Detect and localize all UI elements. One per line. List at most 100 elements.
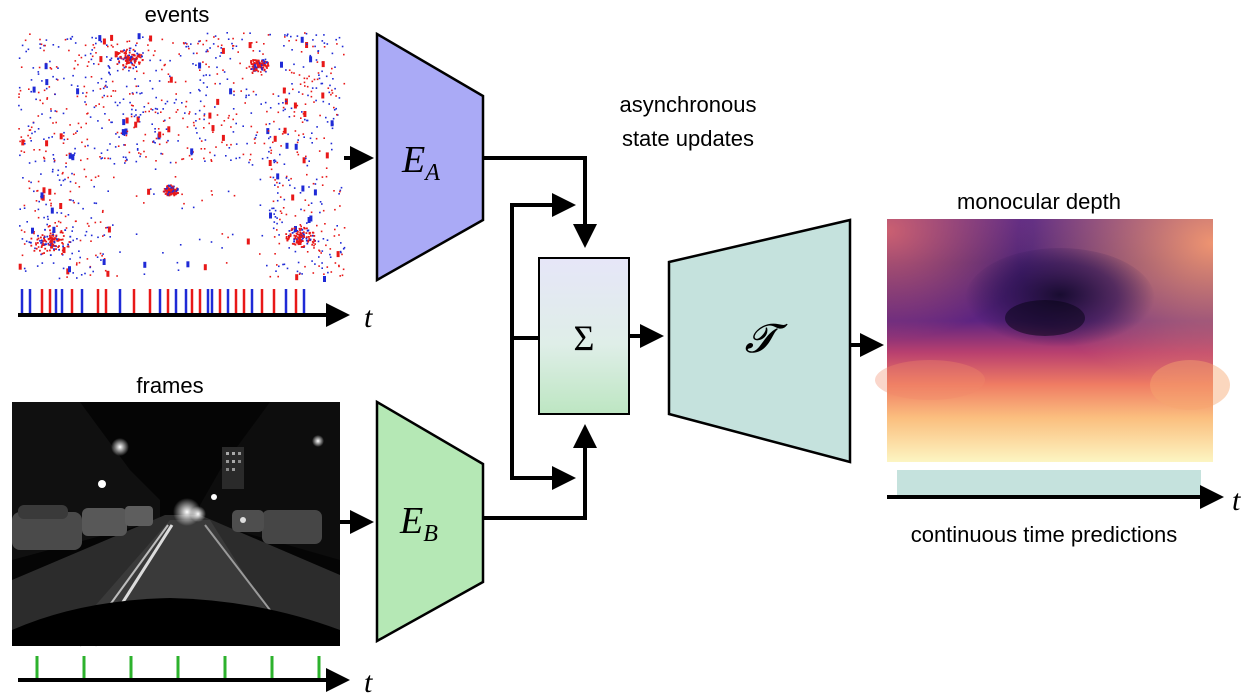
event-dot (174, 193, 177, 196)
event-dot (202, 82, 205, 84)
event-dot (30, 241, 32, 244)
event-dot (315, 34, 318, 36)
event-dot (276, 161, 279, 164)
event-dot (249, 159, 251, 161)
event-dot (290, 177, 292, 180)
event-dot (171, 188, 174, 191)
event-dot (323, 276, 326, 282)
event-dot (258, 62, 260, 65)
event-dot (293, 111, 296, 113)
event-dot (313, 238, 315, 241)
event-dot (284, 108, 286, 111)
event-dot (310, 90, 313, 93)
event-dot (184, 42, 187, 44)
event-dot (307, 217, 311, 223)
event-dot (45, 150, 47, 153)
event-dot (336, 114, 339, 116)
event-dot (50, 204, 52, 207)
event-dot (291, 49, 293, 51)
event-dot (134, 50, 136, 53)
event-dot (20, 150, 23, 152)
event-dot (161, 153, 164, 155)
event-dot (280, 145, 282, 147)
event-dot (227, 117, 230, 119)
event-dot (278, 128, 281, 130)
frames-image (12, 402, 340, 647)
continuous-time-symbol: t (1232, 484, 1241, 517)
event-dot (155, 137, 158, 140)
event-dot (125, 60, 128, 62)
event-dot (120, 132, 123, 134)
event-dot (134, 78, 136, 80)
event-dot (62, 171, 64, 174)
event-dot (200, 140, 203, 142)
event-dot (169, 189, 172, 192)
event-dot (37, 180, 40, 183)
event-dot (57, 174, 59, 176)
event-dot (108, 119, 110, 121)
event-dot (199, 137, 201, 140)
event-dot (190, 148, 194, 155)
event-dot (84, 76, 87, 79)
events-image (18, 32, 346, 282)
event-dot (127, 62, 130, 64)
event-dot (39, 38, 41, 41)
event-dot (260, 67, 263, 69)
event-dot (65, 154, 68, 156)
event-dot (306, 251, 309, 253)
event-dot (93, 147, 96, 150)
event-dot (76, 238, 78, 240)
event-dot (41, 262, 44, 264)
event-dot (301, 93, 304, 95)
event-dot (54, 192, 56, 195)
event-dot (154, 128, 156, 130)
event-dot (95, 105, 97, 107)
event-dot (258, 50, 261, 52)
event-dot (319, 114, 321, 117)
event-dot (64, 215, 67, 218)
event-dot (56, 79, 59, 81)
event-dot (186, 261, 190, 268)
event-dot (301, 273, 303, 275)
event-dot (340, 242, 342, 244)
event-dot (61, 253, 63, 255)
event-dot (45, 39, 48, 41)
event-dot (136, 42, 138, 44)
event-dot (313, 189, 317, 196)
event-dot (229, 57, 232, 60)
event-dot (306, 242, 309, 245)
event-dot (41, 244, 43, 247)
event-dot (63, 138, 66, 141)
event-dot (37, 128, 40, 130)
event-dot (252, 67, 255, 69)
event-dot (288, 69, 291, 71)
event-dot (164, 189, 167, 192)
event-dot (261, 234, 264, 237)
event-dot (69, 190, 72, 193)
event-dot (94, 176, 97, 179)
event-dot (52, 231, 54, 234)
event-dot (175, 192, 178, 195)
event-dot (49, 232, 52, 235)
event-dot (94, 221, 97, 224)
event-dot (285, 142, 289, 149)
event-dot (203, 114, 206, 117)
event-dot (265, 70, 267, 73)
event-dot (333, 235, 336, 237)
event-dot (300, 225, 302, 228)
event-dot (256, 60, 259, 63)
event-dot (288, 247, 290, 249)
event-dot (188, 113, 190, 115)
event-dot (43, 244, 45, 246)
event-dot (273, 213, 275, 215)
event-dot (137, 33, 141, 40)
event-dot (334, 66, 336, 68)
event-dot (138, 63, 141, 65)
event-dot (52, 154, 55, 156)
event-dot (326, 239, 329, 241)
event-dot (272, 200, 275, 203)
event-dot (110, 57, 113, 60)
event-dot (191, 158, 193, 160)
event-dot (241, 77, 244, 80)
event-dot (320, 82, 323, 85)
